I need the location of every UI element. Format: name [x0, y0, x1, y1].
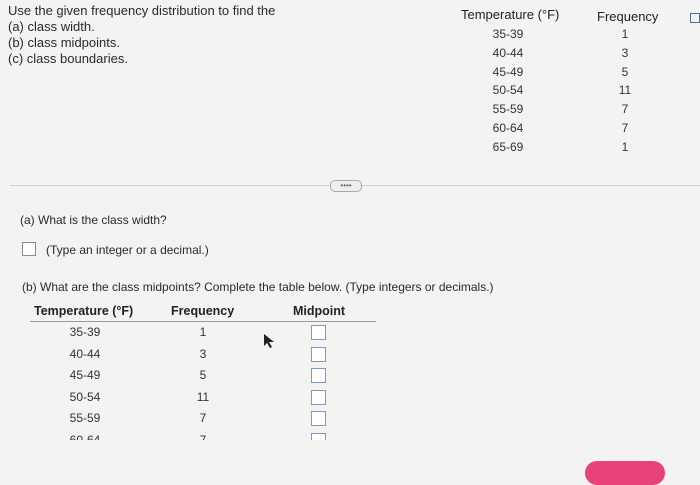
frequency: 3 — [199, 346, 207, 361]
table-body: 35-39 1 40-44 3 45-49 5 50-54 11 55-59 7 60-64 7 — [0, 322, 400, 440]
class-range: 60-64 — [492, 121, 524, 135]
column-header: Temperature (°F) — [461, 7, 560, 22]
question: (a) What is the class width? — [20, 213, 167, 227]
page: {"instructions": {"lines": ["Use the giv… — [0, 3, 700, 485]
next-button[interactable] — [585, 461, 665, 485]
question: (b) What are the class midpoints? Comple… — [22, 280, 494, 294]
frequency: 3 — [621, 45, 629, 60]
instruction-line: Use the given frequency distribution to … — [8, 3, 276, 18]
class-range: 45-49 — [69, 368, 101, 382]
icon[interactable] — [690, 13, 700, 23]
column-header: Frequency — [171, 304, 235, 318]
column-header: Temperature (°F) — [34, 304, 134, 318]
frequency: 7 — [621, 121, 629, 135]
frequency: 5 — [199, 368, 207, 382]
answer-box[interactable] — [22, 242, 36, 256]
hint: (Type an integer or a decimal.) — [46, 243, 209, 257]
class-range: 50-54 — [492, 83, 524, 98]
class-range: 40-44 — [492, 45, 524, 60]
class-range: 60-64 — [69, 432, 101, 441]
instruction-line: (b) class midpoints. — [8, 35, 120, 50]
column-header: Midpoint — [293, 304, 346, 318]
cursor — [264, 334, 274, 348]
frequency: 11 — [196, 389, 210, 404]
class-range: 45-49 — [492, 64, 524, 79]
frequency: 5 — [621, 64, 629, 79]
instruction-line: (c) class boundaries. — [8, 51, 128, 66]
class-range: 35-39 — [492, 27, 524, 41]
class-range: 65-69 — [492, 139, 524, 154]
expand-button[interactable]: •••• — [330, 180, 362, 192]
midpoint-input[interactable] — [311, 368, 326, 383]
frequency: 1 — [621, 27, 629, 41]
frequency: 11 — [618, 83, 632, 98]
frequency: 7 — [621, 102, 629, 117]
midpoint-input[interactable] — [311, 389, 326, 405]
cursor-arrow — [264, 334, 274, 348]
frequency: 7 — [199, 411, 207, 425]
header-rule — [30, 321, 376, 322]
midpoint-input[interactable] — [311, 325, 326, 340]
frequency: 7 — [199, 432, 207, 441]
column-header: Frequency — [597, 9, 659, 24]
class-range: 50-54 — [69, 389, 101, 404]
class-range: 35-39 — [69, 325, 101, 339]
class-range: 55-59 — [492, 102, 524, 117]
midpoint-input[interactable] — [311, 411, 326, 426]
class-range: 40-44 — [69, 346, 101, 361]
instruction-line: (a) class width. — [8, 19, 95, 34]
class-range: 55-59 — [69, 411, 101, 425]
frequency: 1 — [199, 325, 207, 339]
frequency: 1 — [621, 139, 629, 154]
midpoint-input[interactable] — [311, 432, 326, 440]
midpoint-input[interactable] — [311, 346, 326, 362]
